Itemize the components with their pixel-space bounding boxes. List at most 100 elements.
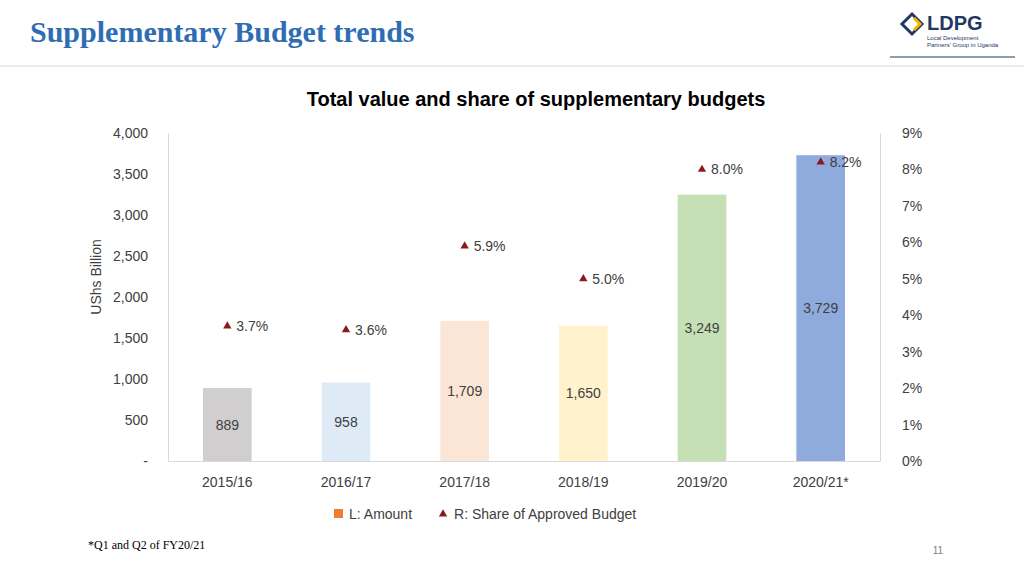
legend-item: L: Amount <box>334 506 412 522</box>
data-label: 958 <box>334 414 358 430</box>
logo-subtitle: Partners' Group in Uganda <box>927 42 999 48</box>
header-divider <box>0 66 1024 67</box>
y-axis: - 500 1,000 1,500 2,000 2,500 3,000 3,500 4,000 <box>113 125 169 469</box>
tick-label: 2020/21* <box>793 474 850 490</box>
tick-label: - <box>143 453 148 469</box>
data-label: 3.6% <box>355 322 387 338</box>
legend: L: Amount R: Share of Approved Budget <box>334 506 636 522</box>
bar <box>678 195 727 461</box>
tick-label: 2% <box>902 380 922 396</box>
tick: 2,500 <box>113 248 168 264</box>
legend-item: R: Share of Approved Budget <box>439 506 636 522</box>
tick: 5% <box>880 271 922 287</box>
data-label: 5.9% <box>474 238 506 254</box>
tick: 2018/19 <box>558 461 609 490</box>
tick: 2020/21* <box>793 461 850 490</box>
logo-text: LDPG <box>927 12 983 34</box>
tick: 3% <box>880 344 922 360</box>
data-label: 8.0% <box>711 161 743 177</box>
chart-title: Total value and share of supplementary b… <box>307 88 766 110</box>
tick-label: 0% <box>902 453 922 469</box>
plot-area <box>203 155 845 461</box>
tick-label: 1% <box>902 417 922 433</box>
data-label: 1,650 <box>566 385 601 401</box>
marker <box>342 325 350 332</box>
tick: 2016/17 <box>321 461 372 490</box>
axis-line <box>880 134 881 462</box>
tick-label: 8% <box>902 161 922 177</box>
data-label: 3,249 <box>684 320 719 336</box>
slide: Supplementary Budget trends LDPGLocal Dev… <box>0 0 1024 576</box>
tick-label: 5% <box>902 271 922 287</box>
tick: - <box>143 453 168 469</box>
data-label: 8.2% <box>830 154 862 170</box>
tick-label: 4,000 <box>113 125 148 141</box>
page-number: 11 <box>933 545 944 556</box>
tick-label: 2016/17 <box>321 474 372 490</box>
tick-label: 2017/18 <box>439 474 490 490</box>
tick: 6% <box>880 234 922 250</box>
legend-label: L: Amount <box>349 506 412 522</box>
tick: 3,500 <box>113 166 168 182</box>
logo-underline <box>890 57 1015 58</box>
tick: 4,000 <box>113 125 168 141</box>
data-labels: 8899581,7091,6503,2493,7293.7%3.6%5.9%5.… <box>216 154 862 432</box>
x-axis: 2015/16 2016/17 2017/18 2018/19 2019/20 2020/… <box>169 461 881 490</box>
tick: 2019/20 <box>677 461 728 490</box>
bar <box>559 326 608 461</box>
tick: 7% <box>880 198 922 214</box>
tick: 500 <box>125 412 168 428</box>
y2-axis: 0% 1% 2% 3% 4% 5% 6% 7% 8% 9% <box>880 125 922 469</box>
tick: 4% <box>880 307 922 323</box>
bar <box>203 388 252 461</box>
tick-label: 2,000 <box>113 289 148 305</box>
tick-label: 2,500 <box>113 248 148 264</box>
tick-label: 2015/16 <box>202 474 253 490</box>
axis-line <box>169 461 881 462</box>
tick-label: 2019/20 <box>677 474 728 490</box>
tick-label: 1,000 <box>113 371 148 387</box>
marker <box>579 274 587 281</box>
tick-label: 7% <box>902 198 922 214</box>
tick: 3,000 <box>113 207 168 223</box>
marker <box>698 165 706 172</box>
marker <box>461 241 469 248</box>
y-axis-title: UShs Billion <box>88 239 104 314</box>
bar <box>440 321 489 461</box>
bar <box>796 155 845 461</box>
tick: 1% <box>880 417 922 433</box>
tick-label: 1,500 <box>113 330 148 346</box>
data-label: 3.7% <box>236 318 268 334</box>
marker <box>223 321 231 328</box>
logo: LDPGLocal DevelopmentPartners' Group in … <box>890 12 1015 57</box>
footnote: *Q1 and Q2 of FY20/21 <box>88 538 205 552</box>
bar <box>322 382 371 461</box>
tick: 2% <box>880 380 922 396</box>
logo-icon <box>902 14 922 34</box>
tick: 1,000 <box>113 371 168 387</box>
tick: 8% <box>880 161 922 177</box>
legend-swatch <box>334 509 343 518</box>
tick: 0% <box>880 453 922 469</box>
tick-label: 9% <box>902 125 922 141</box>
data-label: 889 <box>216 417 240 433</box>
tick-label: 2018/19 <box>558 474 609 490</box>
axis-line <box>168 134 169 462</box>
tick-label: 6% <box>902 234 922 250</box>
logo-icon <box>914 18 920 30</box>
tick: 9% <box>880 125 922 141</box>
tick-label: 3,000 <box>113 207 148 223</box>
legend-swatch <box>439 509 447 516</box>
slide-title: Supplementary Budget trends <box>30 15 415 48</box>
legend-label: R: Share of Approved Budget <box>454 506 636 522</box>
logo-subtitle: Local Development <box>927 35 979 41</box>
tick-label: 3% <box>902 344 922 360</box>
tick: 1,500 <box>113 330 168 346</box>
data-label: 1,709 <box>447 383 482 399</box>
tick: 2015/16 <box>202 461 253 490</box>
data-label: 3,729 <box>803 300 838 316</box>
tick: 2017/18 <box>439 461 490 490</box>
tick: 2,000 <box>113 289 168 305</box>
tick-label: 500 <box>125 412 149 428</box>
marker <box>817 157 825 164</box>
